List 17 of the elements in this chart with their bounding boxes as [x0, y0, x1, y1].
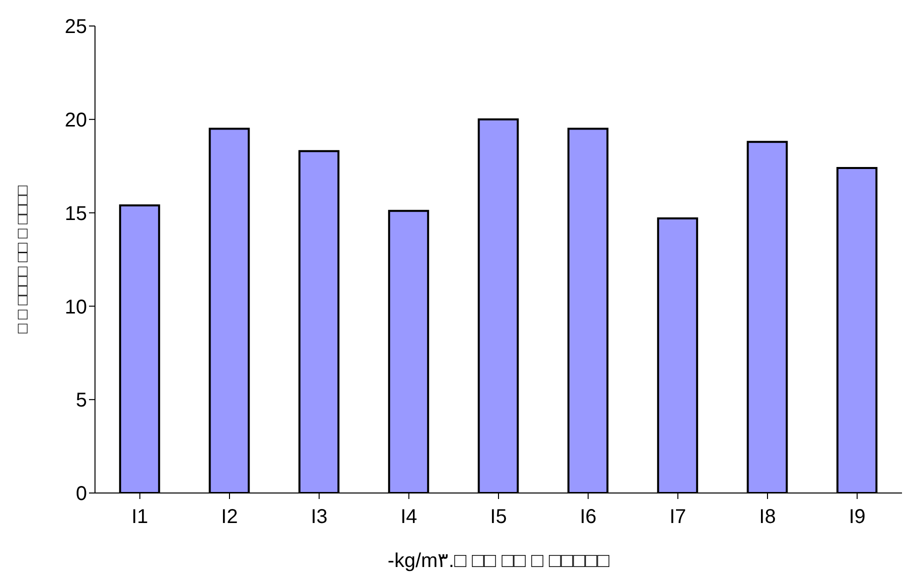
x-tick-label: I8 [759, 506, 776, 528]
x-tick-label: I7 [669, 506, 686, 528]
x-tick-label: I6 [580, 506, 597, 528]
x-tick-label: I9 [848, 506, 866, 528]
y-tick-label: 5 [76, 390, 87, 412]
x-tick-label: I5 [490, 506, 507, 528]
y-axis-title: □ □ □□□□ □□ □ □□□□ [14, 185, 32, 334]
y-tick-label: 10 [64, 296, 87, 318]
x-tick-label: I1 [131, 506, 148, 528]
y-tick-label: 20 [64, 110, 87, 132]
x-tick-label: I4 [400, 506, 418, 528]
x-tick-label: I3 [310, 506, 328, 528]
x-tick-label: I2 [221, 506, 238, 528]
y-tick-label: 0 [76, 483, 87, 506]
y-tick-label: 25 [64, 16, 87, 38]
x-axis-title: -kg/m۳.□ □□ □□ □ □□□□□ [388, 550, 610, 572]
y-tick-label: 15 [64, 202, 87, 225]
